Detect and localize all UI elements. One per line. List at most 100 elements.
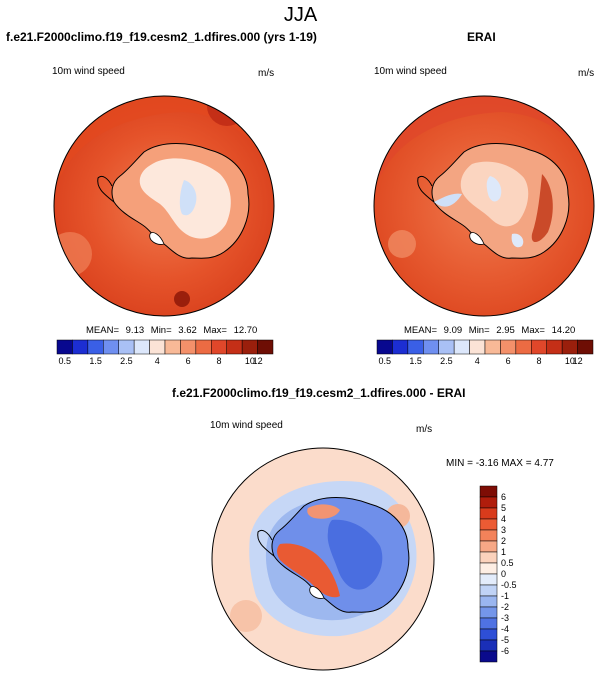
panel2-map [373, 95, 595, 317]
panel1-colorbar-box [56, 339, 73, 355]
panel3-peninsula [257, 529, 275, 557]
panel2-colorbar-label: 1.5 [409, 356, 422, 366]
panel3-colorbar-label: -4 [501, 624, 509, 634]
panel3-colorbar-box [479, 507, 498, 520]
panel3-interior-blue [327, 519, 383, 590]
panel3-colorbar-label: 2 [501, 536, 506, 546]
panel3-colorbar-box [479, 584, 498, 597]
panel3-colorbar-box [479, 573, 498, 586]
panel3-interior-warm [307, 504, 340, 519]
panel1-colorbar-box [241, 339, 258, 355]
panel3-warm-spot-b [230, 600, 262, 632]
panel1-units: m/s [258, 68, 275, 79]
panel2-colorbar-box [469, 339, 486, 355]
panel2-min-label: Min= [468, 325, 490, 336]
panel1-colorbar-box [180, 339, 197, 355]
panel2-colorbar-box [484, 339, 501, 355]
panel1-colorbar-box [149, 339, 166, 355]
panel3-colorbar-label: -6 [501, 646, 509, 656]
panel1-min: 3.62 [178, 325, 197, 336]
panel2-colorbar-box [561, 339, 578, 355]
panel3-colorbar-label: 4 [501, 514, 506, 524]
panel1-ocean-patch-b [174, 291, 190, 307]
panel1-max-label: Max= [203, 325, 227, 336]
panel3-colorbar-box [479, 606, 498, 619]
panel3-colorbar-label: 1 [501, 547, 506, 557]
panel1-colorbar-label: 12 [253, 356, 263, 366]
panel1-colorbar-box [87, 339, 104, 355]
panel3-colorbar-box [479, 551, 498, 564]
panel1-colorbar-label: 6 [186, 356, 191, 366]
panel2-colorbar-label: 4 [475, 356, 480, 366]
panel1-min-label: Min= [150, 325, 172, 336]
panel1-ocean-patch-c [207, 96, 247, 126]
panel1-interior-pale [179, 180, 197, 216]
panel3-colorbar-box [479, 518, 498, 531]
panel3-colorbar-box [479, 595, 498, 608]
panel3-colorbar-label: -5 [501, 635, 509, 645]
panel1-stats: MEAN= 9.13 Min= 3.62 Max= 12.70 [86, 325, 257, 336]
panel2-stats: MEAN= 9.09 Min= 2.95 Max= 14.20 [404, 325, 575, 336]
panel1-colorbar-label: 1.5 [89, 356, 102, 366]
panel2-colorbar-label: 0.5 [378, 356, 391, 366]
panel1-colorbar-box [164, 339, 181, 355]
panel3-colorbar-box [479, 540, 498, 553]
panel2-colorbar-box [546, 339, 563, 355]
panel1-colorbar-label: 10 [245, 356, 255, 366]
panel2-colorbar-label: 8 [536, 356, 541, 366]
panel2-units: m/s [578, 68, 595, 79]
panel3-colorbar-label: -2 [501, 602, 509, 612]
panel3-colorbar-label: -3 [501, 613, 509, 623]
panel2-interior-pale [486, 176, 502, 202]
panel1-max: 12.70 [233, 325, 258, 336]
panel2-max: 14.20 [551, 325, 576, 336]
panel2-colorbar-box [423, 339, 439, 355]
panel2-colorbar-box [407, 339, 424, 355]
panel3-title: f.e21.F2000climo.f19_f19.cesm2_1.dfires.… [172, 386, 466, 400]
panel2-colorbar-box [438, 339, 455, 355]
panel2-colorbar-box [392, 339, 409, 355]
panel1-variable: 10m wind speed [52, 66, 125, 77]
panel2-coastal-pale-a [434, 193, 462, 207]
panel3-colorbar-box [479, 628, 498, 641]
panel3-variable: 10m wind speed [210, 420, 283, 431]
panel2-title: ERAI [467, 30, 496, 44]
panel1-colorbar-box [133, 339, 150, 355]
panel3-colorbar-label: 0 [501, 569, 506, 579]
panel1-colorbar-label: 4 [155, 356, 160, 366]
panel1-colorbar-box [72, 339, 89, 355]
panel2-mean: 9.09 [443, 325, 463, 336]
panel2-colorbar-box [577, 339, 594, 355]
panel3-minmax: MIN = -3.16 MAX = 4.77 [446, 458, 554, 469]
panel2-colorbar-box [376, 339, 393, 355]
panel1-colorbar-box [257, 339, 274, 355]
panel3-ross-sea [309, 586, 325, 599]
panel3-colorbar-box [479, 650, 498, 663]
panel3-colorbar-box [479, 485, 498, 498]
panel1-colorbar-label: 8 [216, 356, 221, 366]
panel2-colorbar-box [515, 339, 532, 355]
panel1-map-border [53, 95, 275, 317]
panel3-map-border [211, 447, 435, 671]
panel3-colorbar-box [479, 529, 498, 542]
panel2-max-label: Max= [521, 325, 545, 336]
panel2-colorbar-label: 10 [565, 356, 575, 366]
panel3-colorbar-label: 3 [501, 525, 506, 535]
panel1-colorbar-box [195, 339, 212, 355]
panel2-colorbar-box [453, 339, 470, 355]
panel1-mean: 9.13 [125, 325, 145, 336]
panel3-colorbar-box [479, 496, 498, 509]
panel2-colorbar-label: 6 [506, 356, 511, 366]
panel2-mean-label: MEAN= [404, 325, 437, 336]
panel1-colorbar-box [226, 339, 243, 355]
panel1-peninsula [97, 175, 115, 203]
panel3-map [211, 447, 435, 671]
panel2-coastal-pale-b [511, 233, 524, 248]
panel3-colorbar-box [479, 639, 498, 652]
panel1-colorbar-box [211, 339, 227, 355]
panel2-colorbar-label: 2.5 [440, 356, 453, 366]
panel2-coastal-dark [531, 174, 553, 243]
panel1-colorbar-box [118, 339, 135, 355]
panel2-map-border [373, 95, 595, 317]
